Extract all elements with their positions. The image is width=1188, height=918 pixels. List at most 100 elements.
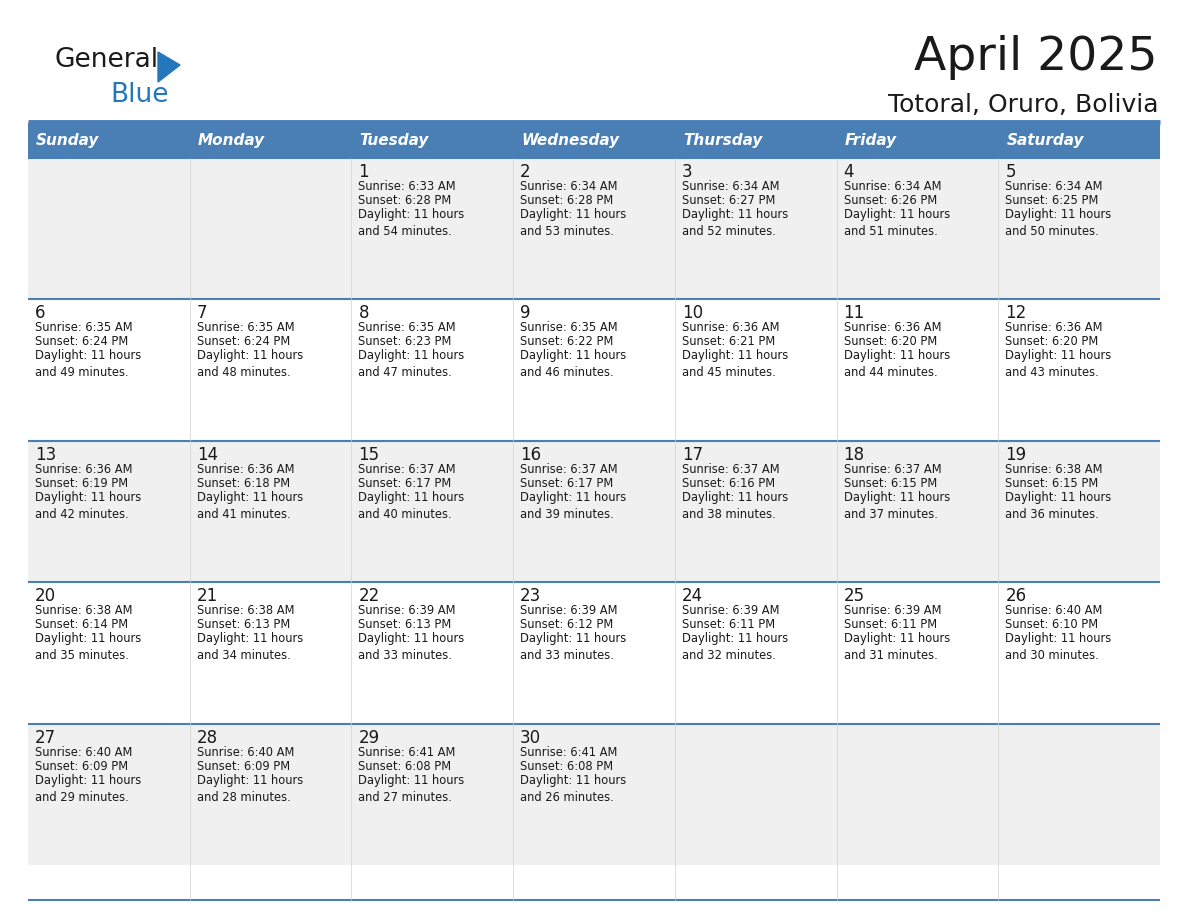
Text: 1: 1 (359, 163, 369, 181)
Text: Sunrise: 6:34 AM: Sunrise: 6:34 AM (843, 180, 941, 193)
Text: Daylight: 11 hours
and 41 minutes.: Daylight: 11 hours and 41 minutes. (197, 491, 303, 521)
Text: 26: 26 (1005, 588, 1026, 605)
Text: 28: 28 (197, 729, 217, 746)
Text: 11: 11 (843, 305, 865, 322)
Text: Sunset: 6:17 PM: Sunset: 6:17 PM (359, 476, 451, 490)
Text: 15: 15 (359, 446, 379, 464)
Text: Sunrise: 6:40 AM: Sunrise: 6:40 AM (1005, 604, 1102, 617)
Text: Daylight: 11 hours
and 31 minutes.: Daylight: 11 hours and 31 minutes. (843, 633, 950, 662)
Text: 14: 14 (197, 446, 217, 464)
Text: Sunrise: 6:34 AM: Sunrise: 6:34 AM (520, 180, 618, 193)
Text: Sunrise: 6:36 AM: Sunrise: 6:36 AM (197, 463, 295, 476)
Text: Sunset: 6:18 PM: Sunset: 6:18 PM (197, 476, 290, 490)
Bar (836, 123, 998, 158)
Text: Daylight: 11 hours
and 37 minutes.: Daylight: 11 hours and 37 minutes. (843, 491, 950, 521)
Bar (190, 123, 352, 158)
Bar (29, 299, 1159, 441)
Bar (513, 123, 675, 158)
Text: Sunrise: 6:35 AM: Sunrise: 6:35 AM (359, 321, 456, 334)
Text: Sunset: 6:16 PM: Sunset: 6:16 PM (682, 476, 775, 490)
Text: Sunrise: 6:36 AM: Sunrise: 6:36 AM (1005, 321, 1102, 334)
Text: 21: 21 (197, 588, 217, 605)
Text: 29: 29 (359, 729, 379, 746)
Text: Sunrise: 6:37 AM: Sunrise: 6:37 AM (520, 463, 618, 476)
Text: Sunrise: 6:36 AM: Sunrise: 6:36 AM (843, 321, 941, 334)
Text: Wednesday: Wednesday (522, 133, 619, 148)
Text: Sunset: 6:14 PM: Sunset: 6:14 PM (34, 618, 128, 632)
Text: Daylight: 11 hours
and 43 minutes.: Daylight: 11 hours and 43 minutes. (1005, 350, 1112, 379)
Text: 23: 23 (520, 588, 542, 605)
Text: Daylight: 11 hours
and 33 minutes.: Daylight: 11 hours and 33 minutes. (520, 633, 626, 662)
Text: Blue: Blue (110, 82, 169, 108)
Text: Sunrise: 6:37 AM: Sunrise: 6:37 AM (682, 463, 779, 476)
Text: 24: 24 (682, 588, 703, 605)
Text: April 2025: April 2025 (915, 36, 1158, 81)
Text: Sunrise: 6:38 AM: Sunrise: 6:38 AM (197, 604, 295, 617)
Text: Sunset: 6:26 PM: Sunset: 6:26 PM (843, 194, 937, 207)
Text: Sunrise: 6:35 AM: Sunrise: 6:35 AM (197, 321, 295, 334)
Text: Saturday: Saturday (1006, 133, 1083, 148)
Text: Sunset: 6:15 PM: Sunset: 6:15 PM (843, 476, 937, 490)
Text: Daylight: 11 hours
and 27 minutes.: Daylight: 11 hours and 27 minutes. (359, 774, 465, 803)
Text: Daylight: 11 hours
and 28 minutes.: Daylight: 11 hours and 28 minutes. (197, 774, 303, 803)
Text: Daylight: 11 hours
and 32 minutes.: Daylight: 11 hours and 32 minutes. (682, 633, 788, 662)
Text: Sunrise: 6:39 AM: Sunrise: 6:39 AM (843, 604, 941, 617)
Text: Sunrise: 6:36 AM: Sunrise: 6:36 AM (34, 463, 133, 476)
Text: Daylight: 11 hours
and 39 minutes.: Daylight: 11 hours and 39 minutes. (520, 491, 626, 521)
Text: Monday: Monday (197, 133, 265, 148)
Text: Daylight: 11 hours
and 45 minutes.: Daylight: 11 hours and 45 minutes. (682, 350, 788, 379)
Text: Sunset: 6:24 PM: Sunset: 6:24 PM (34, 335, 128, 349)
Text: Sunset: 6:28 PM: Sunset: 6:28 PM (359, 194, 451, 207)
Text: Daylight: 11 hours
and 54 minutes.: Daylight: 11 hours and 54 minutes. (359, 208, 465, 238)
Text: 20: 20 (34, 588, 56, 605)
Polygon shape (158, 52, 181, 82)
Text: Sunset: 6:15 PM: Sunset: 6:15 PM (1005, 476, 1099, 490)
Text: Sunrise: 6:40 AM: Sunrise: 6:40 AM (34, 745, 132, 758)
Text: Sunrise: 6:34 AM: Sunrise: 6:34 AM (1005, 180, 1102, 193)
Text: Daylight: 11 hours
and 49 minutes.: Daylight: 11 hours and 49 minutes. (34, 350, 141, 379)
Text: 9: 9 (520, 305, 531, 322)
Bar (29, 158, 1159, 299)
Text: Sunset: 6:13 PM: Sunset: 6:13 PM (197, 618, 290, 632)
Text: Sunset: 6:17 PM: Sunset: 6:17 PM (520, 476, 613, 490)
Text: 16: 16 (520, 446, 542, 464)
Text: 3: 3 (682, 163, 693, 181)
Text: Sunset: 6:27 PM: Sunset: 6:27 PM (682, 194, 776, 207)
Text: Sunrise: 6:39 AM: Sunrise: 6:39 AM (520, 604, 618, 617)
Text: Sunrise: 6:37 AM: Sunrise: 6:37 AM (359, 463, 456, 476)
Text: Sunset: 6:11 PM: Sunset: 6:11 PM (843, 618, 936, 632)
Text: Sunday: Sunday (36, 133, 100, 148)
Text: Sunrise: 6:37 AM: Sunrise: 6:37 AM (843, 463, 941, 476)
Text: 7: 7 (197, 305, 207, 322)
Text: 18: 18 (843, 446, 865, 464)
Text: Sunset: 6:20 PM: Sunset: 6:20 PM (1005, 335, 1099, 349)
Text: Daylight: 11 hours
and 51 minutes.: Daylight: 11 hours and 51 minutes. (843, 208, 950, 238)
Text: 17: 17 (682, 446, 703, 464)
Text: Sunset: 6:12 PM: Sunset: 6:12 PM (520, 618, 613, 632)
Text: Daylight: 11 hours
and 33 minutes.: Daylight: 11 hours and 33 minutes. (359, 633, 465, 662)
Text: Daylight: 11 hours
and 48 minutes.: Daylight: 11 hours and 48 minutes. (197, 350, 303, 379)
Text: Daylight: 11 hours
and 30 minutes.: Daylight: 11 hours and 30 minutes. (1005, 633, 1112, 662)
Text: Sunrise: 6:38 AM: Sunrise: 6:38 AM (1005, 463, 1102, 476)
Text: Sunset: 6:08 PM: Sunset: 6:08 PM (359, 759, 451, 773)
Text: Daylight: 11 hours
and 35 minutes.: Daylight: 11 hours and 35 minutes. (34, 633, 141, 662)
Text: Sunrise: 6:38 AM: Sunrise: 6:38 AM (34, 604, 133, 617)
Text: Sunrise: 6:39 AM: Sunrise: 6:39 AM (359, 604, 456, 617)
Text: Totoral, Oruro, Bolivia: Totoral, Oruro, Bolivia (887, 93, 1158, 117)
Text: 4: 4 (843, 163, 854, 181)
Text: Sunrise: 6:35 AM: Sunrise: 6:35 AM (520, 321, 618, 334)
Text: 27: 27 (34, 729, 56, 746)
Text: Sunset: 6:22 PM: Sunset: 6:22 PM (520, 335, 613, 349)
Text: 8: 8 (359, 305, 369, 322)
Bar (29, 441, 1159, 582)
Text: Sunset: 6:09 PM: Sunset: 6:09 PM (197, 759, 290, 773)
Text: 30: 30 (520, 729, 542, 746)
Text: Sunset: 6:19 PM: Sunset: 6:19 PM (34, 476, 128, 490)
Text: Daylight: 11 hours
and 53 minutes.: Daylight: 11 hours and 53 minutes. (520, 208, 626, 238)
Text: Daylight: 11 hours
and 36 minutes.: Daylight: 11 hours and 36 minutes. (1005, 491, 1112, 521)
Text: 13: 13 (34, 446, 56, 464)
Text: Sunrise: 6:41 AM: Sunrise: 6:41 AM (359, 745, 456, 758)
Bar (29, 723, 1159, 865)
Bar (29, 582, 1159, 723)
Text: Sunset: 6:28 PM: Sunset: 6:28 PM (520, 194, 613, 207)
